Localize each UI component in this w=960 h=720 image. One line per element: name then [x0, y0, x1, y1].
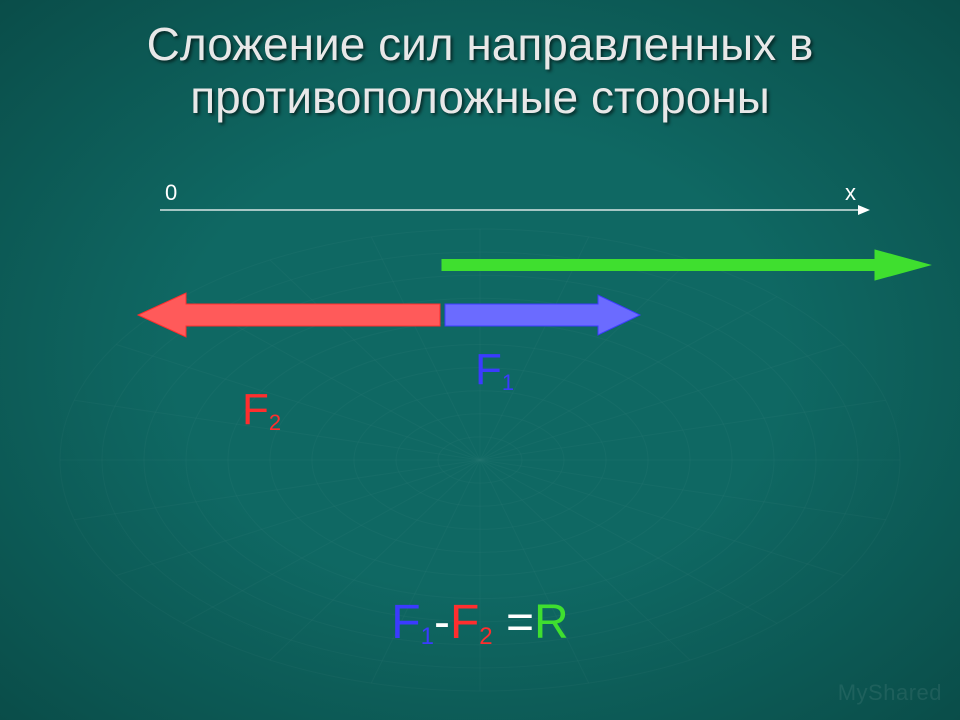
- force-f1-sub: 1: [502, 370, 514, 395]
- force-f2-label: F2: [242, 385, 281, 435]
- axis-x-label: x: [845, 180, 856, 206]
- force-f1-letter: F: [475, 345, 502, 394]
- formula: F1-F2 =R: [0, 595, 960, 650]
- arrow-f1: [445, 295, 640, 335]
- force-f2-sub: 2: [269, 410, 281, 435]
- axis-origin-label: 0: [165, 180, 177, 206]
- force-f1-label: F1: [475, 345, 514, 395]
- slide-root: Сложение сил направленных в противополож…: [0, 0, 960, 720]
- arrow-f2: [138, 293, 440, 337]
- watermark: MyShared: [838, 680, 942, 706]
- force-f2-letter: F: [242, 385, 269, 434]
- slide-title: Сложение сил направленных в противополож…: [0, 18, 960, 124]
- arrow-resultant: [442, 250, 930, 280]
